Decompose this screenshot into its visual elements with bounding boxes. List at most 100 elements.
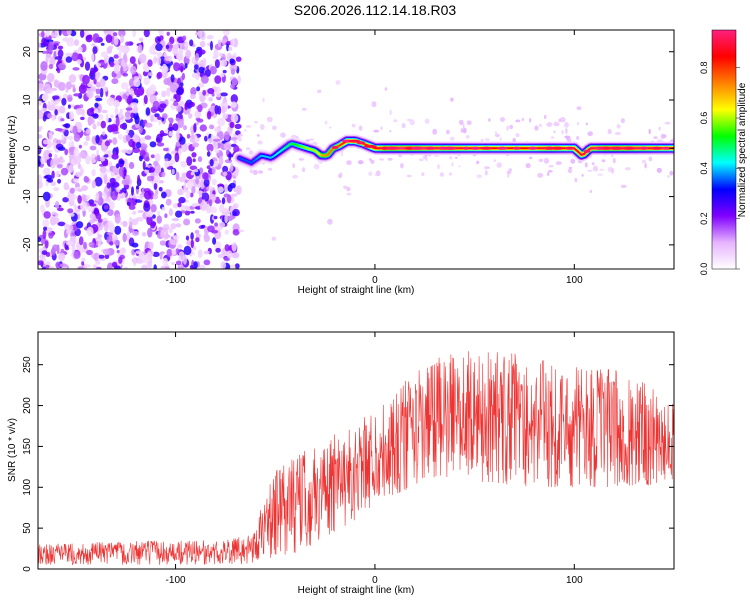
noise-speckle bbox=[164, 158, 169, 162]
noise-speckle bbox=[91, 43, 96, 47]
noise-speckle bbox=[73, 155, 82, 165]
noise-speckle bbox=[41, 250, 48, 256]
noise-speckle bbox=[175, 210, 183, 218]
noise-speckle bbox=[68, 74, 77, 83]
noise-speckle bbox=[65, 241, 74, 246]
noise-speckle bbox=[77, 266, 84, 269]
noise-speckle bbox=[641, 159, 647, 164]
noise-speckle bbox=[48, 228, 54, 232]
noise-speckle bbox=[175, 86, 184, 95]
colorbar-tick-label: 0.0 bbox=[699, 263, 709, 276]
noise-speckle bbox=[156, 142, 165, 147]
noise-speckle bbox=[143, 30, 150, 38]
noise-speckle bbox=[143, 94, 148, 105]
noise-speckle bbox=[48, 231, 54, 239]
noise-speckle bbox=[194, 52, 200, 62]
noise-speckle bbox=[72, 125, 78, 136]
noise-speckle bbox=[115, 117, 120, 127]
noise-speckle bbox=[171, 168, 175, 175]
noise-speckle bbox=[196, 118, 204, 123]
noise-speckle bbox=[224, 183, 229, 193]
noise-speckle bbox=[135, 250, 143, 255]
noise-speckle bbox=[199, 124, 207, 132]
noise-speckle bbox=[139, 194, 144, 201]
noise-speckle bbox=[230, 101, 237, 108]
noise-speckle bbox=[63, 182, 69, 191]
noise-speckle bbox=[137, 44, 143, 54]
noise-speckle bbox=[40, 61, 48, 71]
noise-speckle bbox=[432, 128, 438, 135]
noise-speckle bbox=[446, 129, 450, 135]
noise-speckle bbox=[186, 156, 193, 167]
noise-speckle bbox=[230, 113, 239, 123]
noise-speckle bbox=[130, 102, 138, 107]
colorbar-label: Normalized spectral amplitude bbox=[737, 82, 748, 217]
noise-speckle bbox=[152, 214, 156, 219]
noise-speckle bbox=[166, 31, 170, 36]
noise-speckle bbox=[145, 107, 151, 116]
noise-speckle bbox=[155, 43, 163, 52]
noise-speckle bbox=[553, 122, 560, 127]
noise-speckle bbox=[129, 56, 136, 64]
noise-speckle bbox=[227, 184, 233, 193]
noise-speckle bbox=[144, 135, 152, 140]
noise-speckle bbox=[271, 236, 277, 241]
noise-speckle bbox=[423, 154, 428, 160]
noise-speckle bbox=[119, 192, 126, 199]
noise-speckle bbox=[418, 158, 424, 162]
noise-speckle bbox=[370, 159, 375, 164]
ridge-hotspot bbox=[443, 146, 457, 150]
noise-speckle bbox=[357, 160, 364, 165]
noise-speckle bbox=[194, 169, 199, 173]
noise-speckle bbox=[119, 123, 125, 129]
noise-speckle bbox=[259, 124, 265, 130]
noise-speckle bbox=[76, 59, 82, 65]
noise-speckle bbox=[125, 129, 130, 134]
noise-speckle bbox=[204, 135, 208, 142]
noise-speckle bbox=[585, 122, 588, 126]
noise-speckle bbox=[231, 77, 238, 86]
noise-speckle bbox=[47, 72, 55, 83]
noise-speckle bbox=[203, 178, 210, 187]
noise-speckle bbox=[51, 170, 55, 179]
noise-speckle bbox=[113, 131, 120, 135]
noise-speckle bbox=[114, 107, 119, 116]
noise-speckle bbox=[214, 126, 221, 133]
snr-frame bbox=[37, 331, 675, 570]
noise-speckle bbox=[143, 77, 150, 86]
noise-speckle bbox=[219, 72, 225, 78]
noise-speckle bbox=[199, 40, 206, 48]
noise-speckle bbox=[129, 179, 133, 185]
noise-speckle bbox=[103, 30, 109, 35]
noise-speckle bbox=[156, 133, 163, 143]
noise-speckle bbox=[324, 120, 328, 125]
noise-speckle bbox=[644, 162, 647, 169]
noise-speckle bbox=[183, 125, 187, 131]
noise-speckle bbox=[132, 231, 139, 236]
noise-speckle bbox=[171, 249, 177, 256]
noise-speckle bbox=[175, 260, 182, 266]
noise-speckle bbox=[574, 177, 578, 183]
noise-speckle bbox=[162, 65, 169, 73]
noise-speckle bbox=[228, 46, 233, 51]
noise-speckle bbox=[97, 234, 103, 239]
noise-speckle bbox=[157, 56, 162, 66]
noise-speckle bbox=[599, 168, 604, 171]
noise-speckle bbox=[292, 163, 296, 169]
noise-speckle bbox=[175, 171, 180, 181]
noise-speckle bbox=[48, 104, 56, 111]
noise-speckle bbox=[65, 52, 73, 57]
noise-speckle bbox=[138, 155, 143, 162]
ridge-hotspot bbox=[470, 146, 481, 150]
noise-speckle bbox=[217, 39, 222, 47]
noise-speckle bbox=[132, 105, 139, 114]
noise-speckle bbox=[91, 53, 95, 62]
noise-speckle bbox=[425, 158, 428, 161]
noise-speckle bbox=[53, 79, 59, 88]
noise-speckle bbox=[493, 159, 496, 162]
noise-speckle bbox=[202, 57, 207, 66]
noise-speckle bbox=[216, 93, 221, 98]
noise-speckle bbox=[139, 143, 148, 150]
noise-speckle bbox=[236, 185, 242, 195]
noise-speckle bbox=[177, 188, 184, 196]
